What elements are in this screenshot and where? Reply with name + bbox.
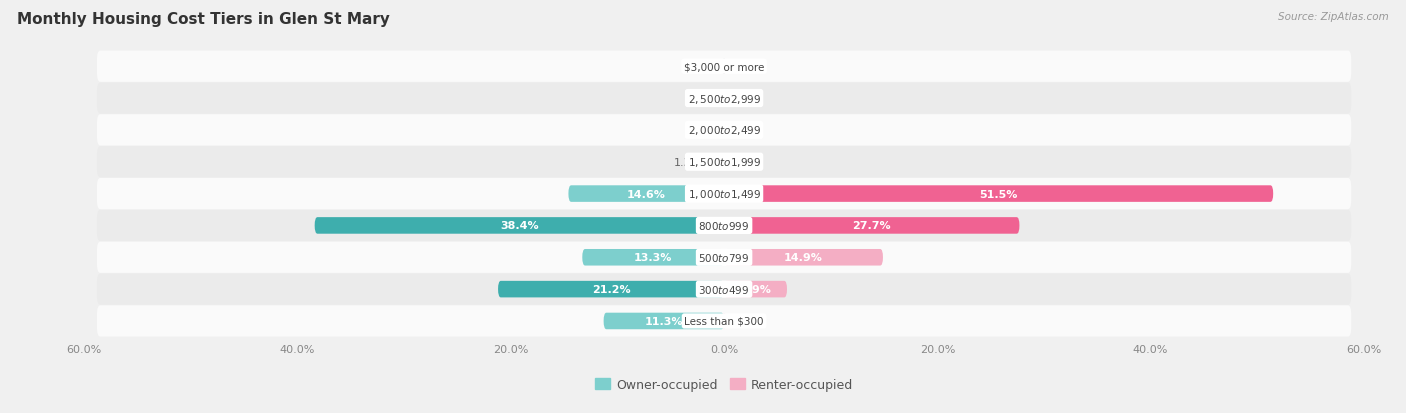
- FancyBboxPatch shape: [724, 186, 1274, 202]
- Text: 38.4%: 38.4%: [501, 221, 538, 231]
- Text: 0.0%: 0.0%: [733, 62, 761, 72]
- FancyBboxPatch shape: [97, 178, 1351, 210]
- Circle shape: [721, 124, 727, 137]
- Text: 21.2%: 21.2%: [592, 285, 630, 294]
- Circle shape: [721, 60, 727, 74]
- Text: 0.0%: 0.0%: [733, 316, 761, 326]
- Text: 14.9%: 14.9%: [785, 253, 823, 263]
- FancyBboxPatch shape: [97, 210, 1351, 242]
- FancyBboxPatch shape: [97, 147, 1351, 178]
- Circle shape: [721, 92, 727, 105]
- Text: $1,500 to $1,999: $1,500 to $1,999: [688, 156, 761, 169]
- FancyBboxPatch shape: [710, 154, 724, 171]
- Text: $500 to $799: $500 to $799: [699, 252, 749, 263]
- Text: $3,000 or more: $3,000 or more: [683, 62, 765, 72]
- Text: 0.0%: 0.0%: [688, 94, 716, 104]
- FancyBboxPatch shape: [724, 281, 787, 298]
- Text: 51.5%: 51.5%: [980, 189, 1018, 199]
- Text: 0.0%: 0.0%: [733, 94, 761, 104]
- Text: $1,000 to $1,499: $1,000 to $1,499: [688, 188, 761, 201]
- Text: Less than $300: Less than $300: [685, 316, 763, 326]
- FancyBboxPatch shape: [97, 242, 1351, 273]
- FancyBboxPatch shape: [97, 306, 1351, 337]
- Text: Monthly Housing Cost Tiers in Glen St Mary: Monthly Housing Cost Tiers in Glen St Ma…: [17, 12, 389, 27]
- Text: 0.0%: 0.0%: [688, 62, 716, 72]
- Text: Source: ZipAtlas.com: Source: ZipAtlas.com: [1278, 12, 1389, 22]
- FancyBboxPatch shape: [97, 83, 1351, 114]
- FancyBboxPatch shape: [568, 186, 724, 202]
- FancyBboxPatch shape: [315, 218, 724, 234]
- FancyBboxPatch shape: [97, 274, 1351, 305]
- Circle shape: [721, 124, 727, 137]
- Text: $2,000 to $2,499: $2,000 to $2,499: [688, 124, 761, 137]
- Text: 5.9%: 5.9%: [740, 285, 770, 294]
- Text: 0.0%: 0.0%: [733, 157, 761, 167]
- Circle shape: [721, 60, 727, 74]
- FancyBboxPatch shape: [603, 313, 724, 330]
- Text: 1.3%: 1.3%: [673, 157, 702, 167]
- Text: 0.0%: 0.0%: [688, 126, 716, 135]
- FancyBboxPatch shape: [97, 115, 1351, 146]
- Legend: Owner-occupied, Renter-occupied: Owner-occupied, Renter-occupied: [589, 373, 859, 396]
- FancyBboxPatch shape: [498, 281, 724, 298]
- Text: $300 to $499: $300 to $499: [699, 283, 749, 295]
- Text: 13.3%: 13.3%: [634, 253, 672, 263]
- FancyBboxPatch shape: [582, 249, 724, 266]
- FancyBboxPatch shape: [724, 249, 883, 266]
- Text: $800 to $999: $800 to $999: [699, 220, 749, 232]
- Text: $2,500 to $2,999: $2,500 to $2,999: [688, 93, 761, 105]
- Text: 27.7%: 27.7%: [852, 221, 891, 231]
- Circle shape: [721, 315, 727, 328]
- Circle shape: [721, 156, 727, 169]
- Text: 14.6%: 14.6%: [627, 189, 665, 199]
- FancyBboxPatch shape: [724, 218, 1019, 234]
- Text: 11.3%: 11.3%: [644, 316, 683, 326]
- FancyBboxPatch shape: [97, 52, 1351, 83]
- Circle shape: [721, 92, 727, 105]
- Text: 0.0%: 0.0%: [733, 126, 761, 135]
